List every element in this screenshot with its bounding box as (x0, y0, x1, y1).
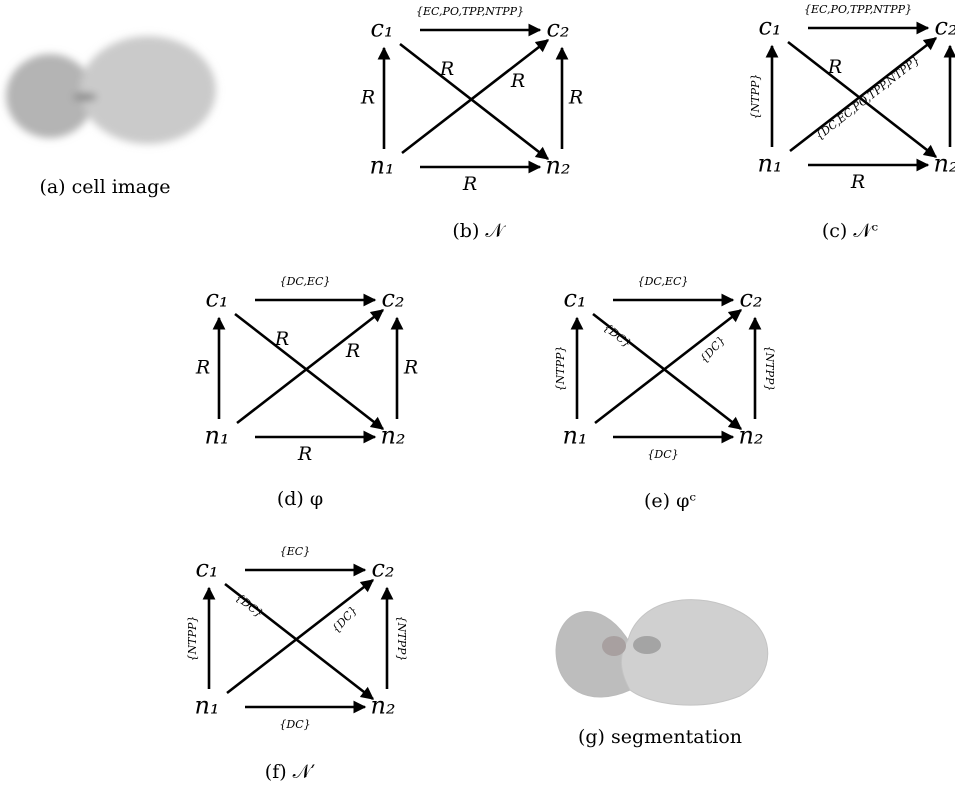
node-label: n₂ (738, 422, 763, 450)
graph: c₁ c₂ n₁ n₂ {DC,EC} R R R R R (195, 275, 418, 465)
edge-label: R (297, 443, 312, 465)
node-label: c₁ (205, 285, 228, 313)
node-label: n₂ (545, 152, 570, 180)
caption: (b) 𝒩 (452, 220, 506, 242)
node-label: n₂ (370, 692, 395, 720)
caption: (c) 𝒩ᶜ (822, 220, 879, 242)
graph: c₁ c₂ n₁ n₂ {EC,PO,TPP,NTPP} R R R R R (360, 5, 583, 195)
edge-label: {EC} (280, 545, 310, 558)
caption: (g) segmentation (578, 726, 742, 748)
edge-label: R (568, 87, 583, 109)
edge-label: {NTPP} (186, 616, 199, 662)
node-label: c₂ (934, 13, 955, 41)
segmentation-image (556, 600, 768, 706)
caption: (d) φ (277, 488, 323, 510)
graph: c₁ c₂ n₁ n₂ {EC} {DC} {NTPP} {NTPP} {DC} {DC} (186, 545, 408, 731)
caption: (f) 𝒩′ (265, 761, 315, 783)
graph: c₁c₂n₁n₂{EC,PO,TPP,NTPP}R{NTPP}{NTPP}R{D… (749, 3, 955, 193)
edge-label: {EC,PO,TPP,NTPP} (416, 5, 524, 18)
edge-arrow (402, 40, 548, 153)
node-label: c₂ (739, 285, 762, 313)
node-label: c₂ (546, 15, 569, 43)
edge-label: {DC} (697, 334, 728, 366)
edge-label: {DC} (233, 591, 266, 620)
node-label: c₁ (758, 13, 781, 41)
node-label: c₁ (195, 555, 218, 583)
cell-image (6, 36, 216, 144)
edge-label: R (274, 328, 289, 350)
edge-label: {NTPP} (554, 346, 567, 392)
edge-label: {NTPP} (763, 346, 776, 392)
edge-label: R (827, 56, 842, 78)
edge-arrow (237, 310, 383, 423)
node-label: c₁ (563, 285, 586, 313)
edge-label: {DC} (647, 448, 678, 461)
node-label: n₂ (933, 150, 955, 178)
edge-arrow (400, 44, 548, 159)
edge-label: {EC,PO,TPP,NTPP} (804, 3, 912, 16)
edge-label: R (360, 87, 375, 109)
edge-label: {DC} (601, 321, 634, 350)
node-label: c₂ (371, 555, 394, 583)
node-label: n₁ (757, 150, 782, 178)
caption: (e) φᶜ (644, 490, 696, 512)
figure: (a) cell image (b) 𝒩 c₁ c₂ n₁ n₂ {EC,PO,TPP,NT… (0, 0, 955, 794)
node-label: n₁ (194, 692, 219, 720)
edge-label: R (850, 171, 865, 193)
edge-label: R (462, 173, 477, 195)
edge-label: R (510, 70, 525, 92)
edge-label: {DC} (279, 718, 310, 731)
node-label: n₁ (369, 152, 394, 180)
node-label: n₁ (204, 422, 229, 450)
edge-label: {NTPP} (749, 74, 762, 120)
edge-arrow (235, 314, 383, 429)
graph: c₁ c₂ n₁ n₂ {DC,EC} {DC} {NTPP} {NTPP} {DC} {DC} (554, 275, 776, 461)
edge-label: R (195, 357, 210, 379)
node-label: n₁ (562, 422, 587, 450)
edge-label: R (345, 340, 360, 362)
edge-label: R (403, 357, 418, 379)
edge-label: {NTPP} (395, 616, 408, 662)
node-label: c₂ (381, 285, 404, 313)
node-label: c₁ (370, 15, 393, 43)
caption: (a) cell image (39, 176, 170, 198)
edge-label: {DC,EC} (280, 275, 331, 288)
node-label: n₂ (380, 422, 405, 450)
edge-label: {DC,EC} (638, 275, 689, 288)
edge-label: R (439, 58, 454, 80)
edge-label: {DC} (329, 604, 360, 636)
